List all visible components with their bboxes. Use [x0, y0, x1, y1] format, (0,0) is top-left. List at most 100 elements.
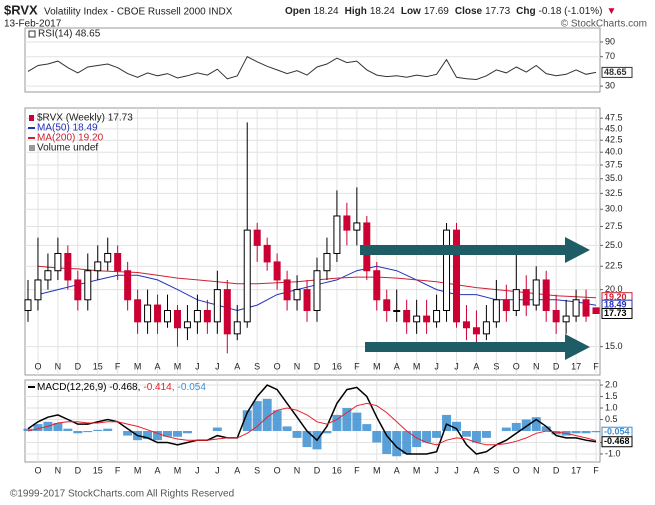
rsi-line: [27, 56, 597, 81]
x-tick-label: J: [454, 465, 459, 475]
y-tick-label: 40.0: [605, 147, 623, 157]
y-tick-label: 0.5: [605, 414, 618, 424]
quote-value: 18.24: [370, 6, 395, 17]
histogram-bar: [73, 430, 83, 434]
last-value-label: 48.65: [604, 67, 627, 77]
candle-body: [373, 270, 381, 301]
histogram-bar: [362, 424, 372, 431]
histogram-bar: [551, 430, 561, 435]
candle-body: [164, 309, 172, 323]
quote-label: High: [345, 6, 367, 17]
y-tick-label: 1.0: [605, 402, 618, 412]
x-tick-label: N: [294, 361, 301, 371]
x-tick-label: O: [274, 465, 281, 475]
x-tick-label: M: [134, 465, 142, 475]
candle-body: [144, 304, 152, 323]
candle-body: [532, 279, 540, 306]
x-tick-label: 15: [93, 465, 103, 475]
panel-title: RSI(14) 48.65: [38, 29, 101, 40]
candle-body: [383, 299, 391, 311]
x-tick-label: F: [115, 465, 121, 475]
histogram-bar: [382, 430, 392, 454]
candle-body: [472, 327, 480, 335]
histogram-bar: [93, 429, 103, 431]
last-value-label: -0.468: [604, 436, 630, 446]
candle-body: [74, 279, 82, 301]
x-tick-label: N: [533, 465, 540, 475]
x-tick-label: N: [294, 465, 301, 475]
candle-body: [233, 321, 241, 335]
x-tick-label: N: [55, 361, 62, 371]
x-tick-label: O: [513, 465, 520, 475]
candle-body: [403, 309, 411, 323]
histogram-bar: [153, 430, 163, 441]
y-tick-label: 1.5: [605, 391, 618, 401]
arrow: [365, 334, 590, 360]
histogram-bar: [531, 417, 541, 431]
histogram-bar: [262, 398, 272, 431]
last-value-tag: [601, 307, 633, 319]
candle-body: [443, 229, 451, 311]
histogram-bar: [422, 430, 432, 443]
candle-body: [263, 244, 271, 263]
date: 13-Feb-2017: [4, 19, 62, 30]
candle-body: [303, 289, 311, 311]
x-tick-label: M: [373, 465, 381, 475]
last-value-tag: [601, 66, 633, 78]
candle-body: [492, 299, 500, 323]
x-tick-label: J: [195, 361, 200, 371]
last-value-label: 17.73: [604, 308, 627, 318]
x-tick-label: M: [373, 361, 381, 371]
legend-entry: -0.414,: [143, 382, 174, 393]
x-tick-label: A: [473, 465, 479, 475]
candle-body: [423, 315, 431, 323]
candle-body: [104, 252, 112, 263]
x-tick-label: M: [413, 361, 421, 371]
histogram-bar: [402, 430, 412, 454]
y-tick-label: 32.5: [605, 188, 623, 198]
legend-entry: MA(50) 18.49: [37, 123, 98, 134]
y-tick-label: 25.0: [605, 240, 623, 250]
legend: MACD(12,26,9) -0.468, -0.414, -0.054: [37, 382, 206, 393]
quote-label: Chg: [516, 6, 535, 17]
candle-body: [243, 229, 251, 323]
legend-entry: $RVX (Weekly) 17.73: [37, 113, 133, 124]
candle-body: [114, 252, 122, 272]
y-tick-label: 90: [605, 36, 615, 46]
histogram-bar: [292, 430, 302, 438]
histogram-bar: [172, 430, 182, 437]
candle-body: [393, 309, 401, 312]
histogram-bar: [591, 430, 601, 433]
x-tick-label: J: [434, 465, 439, 475]
candle-body: [512, 289, 520, 311]
x-tick-label: A: [473, 361, 479, 371]
histogram-bar: [342, 408, 352, 431]
x-tick-label: J: [215, 361, 220, 371]
y-tick-label: 37.5: [605, 159, 623, 169]
histogram-bar: [412, 430, 422, 448]
histogram-bar: [302, 430, 312, 448]
candle-body: [193, 309, 201, 323]
histogram-bar: [63, 428, 73, 431]
y-tick-label: 15.0: [605, 341, 623, 351]
histogram-bar: [481, 430, 491, 438]
candle-body: [203, 309, 211, 323]
candle-body: [323, 252, 331, 272]
x-tick-label: F: [115, 361, 121, 371]
candle-body: [124, 270, 132, 301]
x-tick-label: 17: [571, 465, 581, 475]
candle-body: [582, 299, 590, 317]
last-value-label: 18.49: [604, 300, 627, 310]
quote-label: Low: [401, 6, 421, 17]
source: © StockCharts.com: [561, 19, 647, 30]
panel-frame: [24, 107, 601, 376]
x-tick-label: 15: [93, 361, 103, 371]
candle-body: [572, 299, 580, 317]
candle-body: [283, 279, 291, 301]
x-tick-label: A: [155, 465, 161, 475]
instrument-name: Volatility Index - CBOE Russell 2000 IND…: [44, 7, 233, 18]
x-tick-label: D: [75, 361, 82, 371]
candle-body: [552, 309, 560, 323]
histogram-bar: [432, 430, 442, 438]
